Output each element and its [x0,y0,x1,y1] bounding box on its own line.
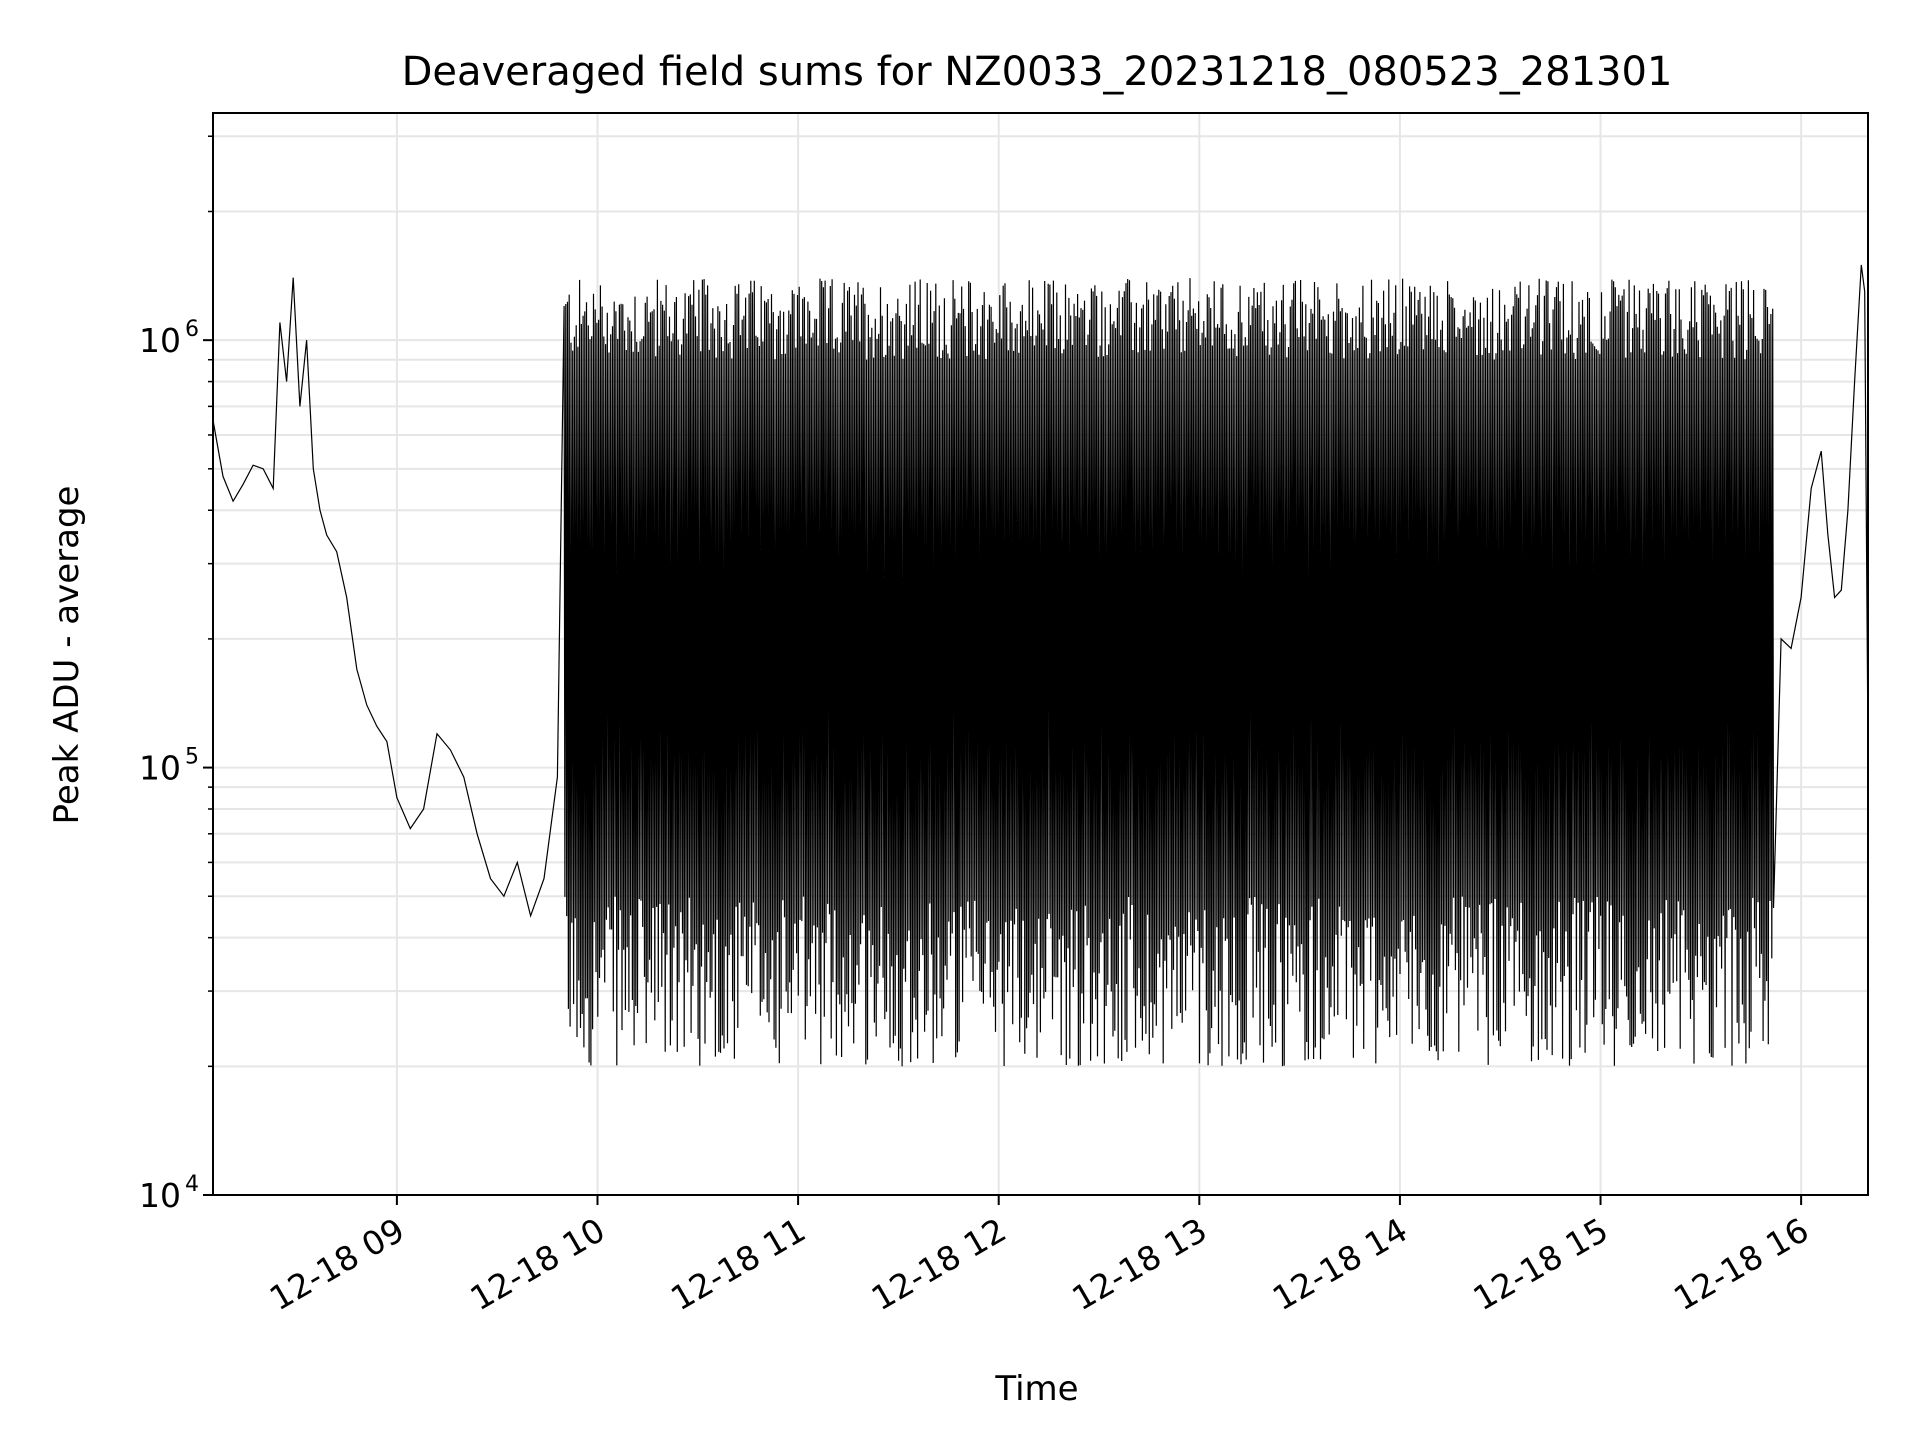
chart-title: Deaveraged field sums for NZ0033_2023121… [402,49,1673,95]
x-axis-label: Time [994,1369,1078,1409]
y-tick-exponent: 4 [185,1172,199,1197]
plot-frame [212,112,1869,1196]
y-tick-label: 10 [139,749,181,788]
y-tick-exponent: 5 [185,745,199,770]
series-layer [212,264,1869,1067]
y-tick-label: 10 [139,321,181,360]
y-axis-label: Peak ADU - average [47,486,87,825]
series-line [212,264,1869,1067]
y-tick-label: 10 [139,1176,181,1215]
y-tick-exponent: 6 [185,317,199,342]
